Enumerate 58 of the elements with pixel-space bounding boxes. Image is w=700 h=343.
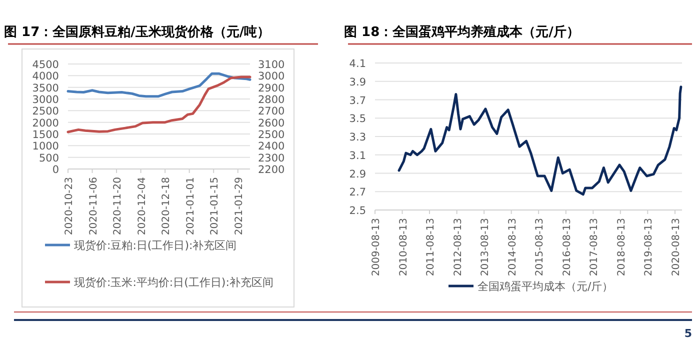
y-tick-label: 2.9 — [349, 168, 366, 180]
y-tick-label: 1500 — [32, 129, 59, 141]
x-tick-label: 2016-08-13 — [562, 218, 573, 276]
text: 5 — [684, 327, 692, 340]
y-tick-label: 4.1 — [349, 58, 366, 70]
legend-label: 现货价:豆粕:日(工作日):补充区间 — [74, 239, 237, 252]
x-tick-label: 2018-08-13 — [616, 218, 628, 276]
x-tick-label: 2021-01-15 — [210, 177, 221, 236]
x-tick-label: 2010-08-13 — [398, 218, 410, 276]
x-tick-label: 2015-08-13 — [534, 218, 546, 276]
x-tick-label: 2021-01-29 — [234, 177, 245, 236]
x-tick-label: 2017-08-13 — [589, 218, 600, 276]
x-tick-label: 2012-08-13 — [452, 218, 464, 276]
y2-tick-label: 2300 — [258, 152, 285, 164]
legend-label: 全国鸡蛋平均成本（元/斤） — [478, 280, 614, 293]
x-tick-label: 2020-08-13 — [670, 218, 682, 276]
x-tick-label: 2013-08-13 — [480, 218, 492, 276]
y2-tick-label: 3100 — [258, 59, 285, 71]
y-tick-label: 500 — [38, 152, 59, 164]
y-tick-label: 3.7 — [349, 94, 366, 107]
x-tick-label: 2014-08-13 — [507, 218, 518, 276]
y-tick-label: 4500 — [32, 59, 59, 71]
y-tick-label: 2.7 — [349, 186, 366, 199]
y2-tick-label: 3000 — [258, 70, 285, 83]
y-tick-label: 1000 — [32, 140, 59, 153]
line-series — [66, 72, 252, 98]
x-tick-label: 2020-11-20 — [112, 177, 124, 236]
x-tick-label: 2019-08-13 — [644, 218, 655, 276]
y-tick-label: 2500 — [32, 106, 59, 118]
x-tick-label: 2020-12-04 — [136, 177, 148, 236]
x-tick-label: 2020-10-23 — [64, 177, 75, 236]
y2-tick-label: 2200 — [258, 164, 285, 176]
y2-tick-label: 2400 — [258, 140, 285, 153]
y-tick-label: 4000 — [32, 70, 59, 83]
x-tick-label: 2021-01-01 — [185, 177, 196, 236]
y2-tick-label: 2800 — [258, 94, 285, 106]
x-tick-label: 2011-08-13 — [426, 218, 436, 276]
y-tick-label: 3000 — [32, 94, 59, 106]
y-tick-label: 3.3 — [349, 132, 366, 144]
y-tick-label: 3.9 — [349, 76, 366, 88]
y2-tick-label: 2700 — [258, 106, 285, 118]
y-tick-label: 3500 — [32, 82, 59, 94]
y-tick-label: 3.5 — [349, 113, 366, 126]
chart-title: 图 17：全国原料豆粕/玉米现货价格（元/吨） — [4, 24, 270, 40]
y2-tick-label: 2900 — [258, 82, 285, 94]
line-series — [66, 76, 252, 134]
y2-tick-label: 2500 — [258, 129, 285, 141]
y2-tick-label: 2600 — [258, 117, 285, 130]
y-tick-label: 0 — [52, 164, 59, 176]
y-tick-label: 2000 — [32, 117, 59, 130]
y-tick-label: 3.1 — [349, 150, 366, 162]
line-series — [398, 86, 682, 196]
legend-label: 现货价:玉米:平均价:日(工作日):补充区间 — [74, 276, 274, 289]
x-tick-label: 2020-12-18 — [161, 177, 172, 236]
y-tick-label: 2.5 — [349, 205, 366, 217]
x-tick-label: 2009-08-13 — [371, 218, 382, 276]
x-tick-label: 2020-11-06 — [88, 177, 100, 236]
chart-title: 图 18：全国蛋鸡平均养殖成本（元/斤） — [344, 24, 580, 40]
